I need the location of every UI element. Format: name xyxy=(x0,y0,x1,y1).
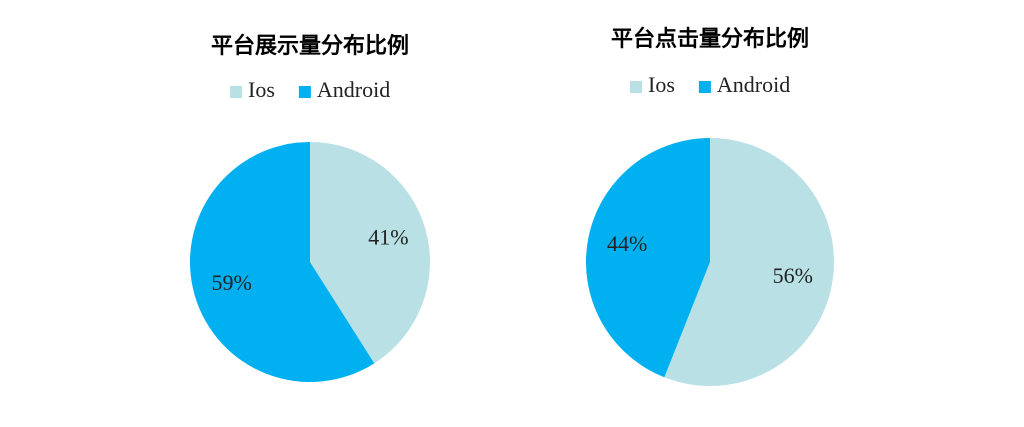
pie-slice xyxy=(190,142,375,382)
legend-label: Android xyxy=(717,72,790,97)
data-label: 59% xyxy=(211,270,251,295)
legend-label: Ios xyxy=(248,77,275,102)
pie-slice xyxy=(310,142,430,364)
chart-title: 平台展示量分布比例 xyxy=(211,33,409,59)
pie-slice xyxy=(586,138,710,378)
data-label: 44% xyxy=(607,231,647,256)
legend-label: Ios xyxy=(648,72,675,97)
pie-slice xyxy=(664,138,834,386)
legend-swatch xyxy=(230,86,242,98)
legend-swatch xyxy=(298,86,311,98)
chart-title: 平台点击量分布比例 xyxy=(611,26,809,52)
data-label: 41% xyxy=(368,224,408,249)
legend-label: Android xyxy=(317,77,390,102)
data-label: 56% xyxy=(773,263,813,288)
legend-swatch xyxy=(698,81,711,93)
legend-swatch xyxy=(630,81,642,93)
